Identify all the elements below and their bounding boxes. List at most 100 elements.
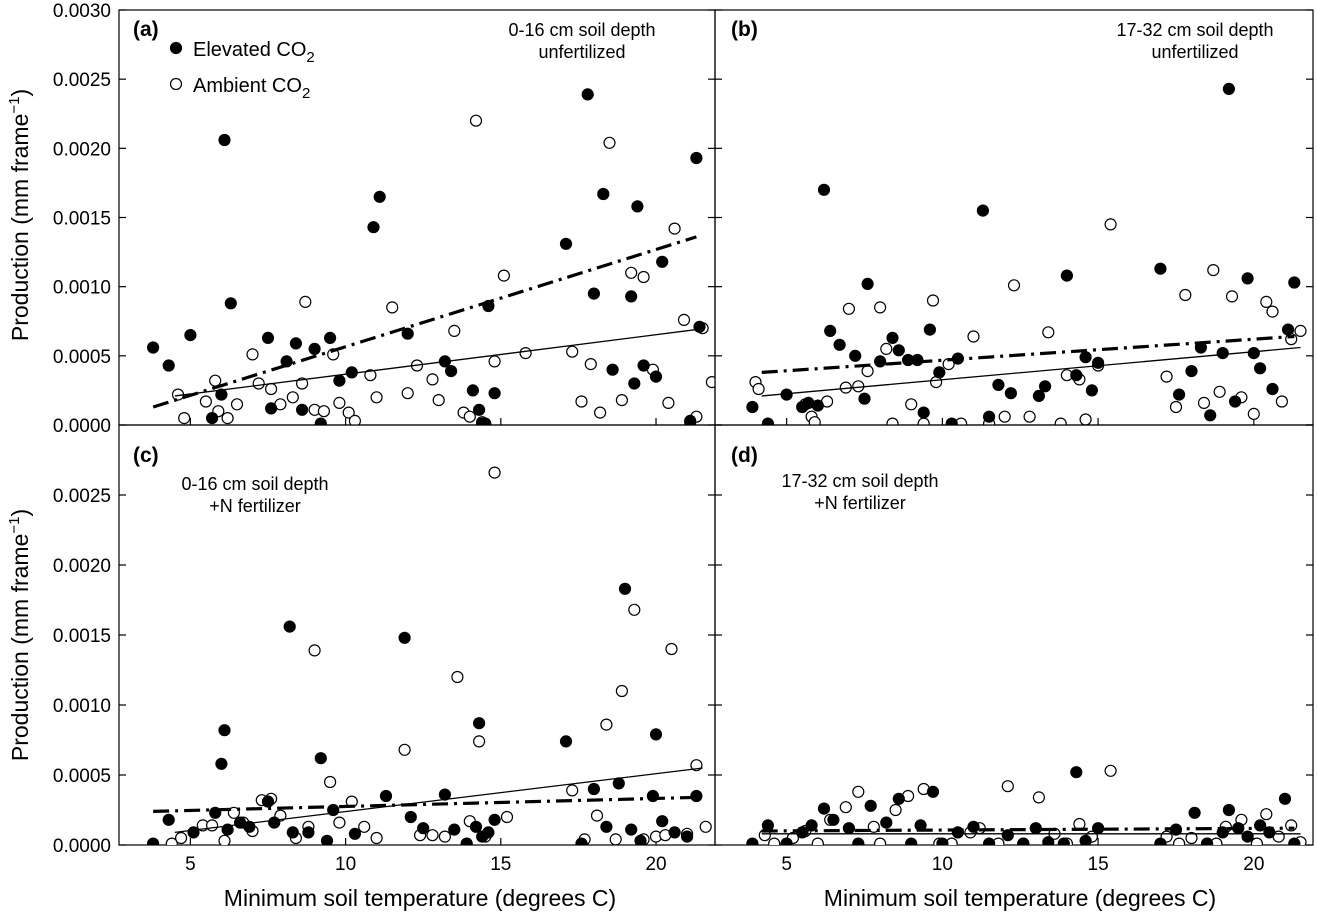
point-elevated [858,392,871,405]
point-ambient [603,136,616,149]
y-axis-title-end-2: ) [7,509,33,517]
point-elevated [824,324,837,337]
point-elevated [1032,389,1046,402]
point-elevated [1004,387,1018,400]
point-ambient [625,266,638,279]
point-ambient [488,355,501,368]
point-elevated [656,255,669,268]
point-elevated [1241,272,1254,285]
point-elevated [1281,323,1295,336]
point-elevated [206,412,219,425]
point-ambient [1023,410,1036,423]
point-elevated [873,355,887,368]
point-ambient [1197,396,1211,409]
point-elevated [1188,806,1201,819]
y-tick-label: 0.0025 [53,486,111,507]
point-elevated [215,388,228,401]
point-ambient [1260,295,1273,308]
point-ambient [593,406,607,419]
point-ambient [1079,413,1092,425]
point-elevated [849,349,862,362]
point-ambient [861,365,874,378]
y-tick-label: 0.0005 [53,766,111,787]
y-tick-label: 0.0025 [53,70,111,91]
panels: 0.0000 0.0005 0.0010 0.0015 0.0020 0.0025 0.00… [53,1,1314,875]
point-ambient [218,834,231,845]
fit-line-ambient [174,328,697,397]
point-ambient [299,295,312,308]
point-ambient [1266,305,1279,318]
fit-line-elevated [152,235,697,409]
point-elevated [936,837,949,845]
point-elevated [886,331,899,344]
point-ambient [386,301,399,314]
point-ambient [500,810,514,824]
y-axis-title-bottom: Production (mm frame−1) [6,509,33,761]
y-axis-title-sup-2: −1 [6,517,23,534]
point-elevated [314,417,327,425]
point-ambient [677,313,691,326]
point-elevated [283,620,296,633]
point-elevated [215,757,228,770]
panel-annotation: unfertilized [538,42,625,62]
point-elevated [1204,409,1217,422]
point-ambient [768,837,781,845]
legend-elevated-marker [169,41,183,55]
point-elevated [917,406,930,419]
point-ambient [1160,370,1173,383]
x-axis-title-right: Minimum soil temperature (degrees C) [824,885,1216,911]
point-elevated [469,820,483,833]
y-axis-title-top: Production (mm frame−1) [6,89,33,341]
point-ambient [165,837,178,845]
point-elevated [892,344,905,357]
point-ambient [1179,288,1192,302]
point-elevated [187,826,200,839]
point-ambient [584,358,597,371]
y-axis-title-end: ) [7,89,33,97]
point-ambient [842,302,856,315]
point-elevated [992,378,1005,391]
legend-elevated-label: Elevated CO2 [193,39,315,66]
point-elevated [261,795,275,808]
point-ambient [600,718,613,731]
point-ambient [1275,395,1289,408]
point-ambient [1247,407,1260,420]
point-elevated [618,582,632,595]
point-ambient [590,809,604,822]
point-ambient [469,114,483,127]
point-elevated [1060,269,1074,282]
point-ambient [1173,837,1186,845]
point-ambient [473,735,486,748]
point-elevated [1057,837,1070,845]
x-tick-label: 10 [335,854,356,875]
point-elevated [861,277,874,290]
legend-ambient-sub: 2 [302,85,310,102]
point-elevated [746,837,759,845]
point-ambient [448,324,461,337]
point-elevated [746,400,759,414]
marks [746,82,1307,425]
point-ambient [874,837,887,845]
x-tick-label: 5 [781,854,792,875]
point-elevated [1288,276,1301,289]
y-tick-label: 0.0000 [53,836,111,857]
point-ambient [348,414,361,425]
point-ambient [1225,290,1239,303]
point-ambient [808,416,821,425]
fit-line-elevated [761,826,1295,833]
point-ambient [699,820,712,833]
point-ambient [575,395,588,408]
y-tick-label: 0.0015 [53,626,111,647]
point-elevated [218,133,231,147]
point-elevated [1070,766,1083,779]
point-elevated [842,822,856,835]
point-elevated [401,327,414,340]
panel-frame [714,9,1314,426]
point-ambient [426,373,439,386]
point-ambient [665,642,678,656]
fit-line-elevated [761,334,1295,375]
point-ambient [668,222,681,235]
point-ambient [1213,385,1226,398]
point-elevated [982,410,996,423]
point-elevated [1278,792,1292,805]
